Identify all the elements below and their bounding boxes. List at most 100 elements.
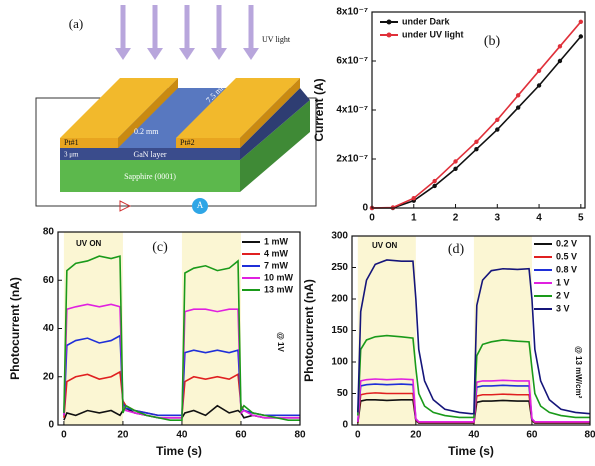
electrode-label: Pt#2 (180, 138, 195, 147)
y-tick-label: 200 (331, 294, 348, 305)
y-tick-label: 8x10⁻⁷ (336, 7, 368, 18)
arrow-head (115, 48, 131, 60)
series-line (63, 255, 300, 421)
legend-label: 2 V (556, 290, 570, 300)
y-tick-label: 2x10⁻⁷ (336, 154, 368, 165)
electrode-side (240, 78, 300, 148)
substrate-label: Sapphire (0001) (124, 172, 176, 181)
y-tick-label: 80 (43, 227, 55, 238)
x-tick-label: 4 (536, 213, 542, 224)
y-tick-label: 40 (43, 323, 55, 334)
uv-arrows (120, 5, 254, 50)
panel-label: (d) (448, 242, 465, 257)
y-axis-label: Current (A) (312, 78, 326, 141)
ammeter (192, 198, 208, 214)
point (495, 127, 500, 132)
y-tick-label: 150 (331, 325, 348, 336)
x-tick-label: 0 (355, 430, 361, 441)
x-tick-label: 1 (411, 213, 417, 224)
y-tick-label: 250 (331, 262, 348, 273)
plot-frame (351, 235, 591, 426)
x-tick-label: 20 (410, 430, 422, 441)
legend-label: 0.8 V (556, 264, 577, 274)
light-label: UV light (262, 35, 291, 44)
legend-marker (386, 32, 392, 38)
panel-label: (a) (69, 16, 83, 31)
x-axis-label: Time (s) (448, 444, 494, 458)
substrate-side (240, 100, 310, 192)
point (515, 93, 521, 98)
x-tick-label: 60 (235, 430, 247, 441)
y-tick-label: 6x10⁻⁷ (336, 56, 368, 67)
electrode-top (60, 78, 178, 138)
x-tick-label: 0 (61, 430, 67, 441)
legend-label: 7 mW (264, 260, 289, 270)
ammeter-label: A (197, 200, 204, 210)
y-tick-label: 0 (342, 420, 348, 431)
point (578, 34, 584, 39)
x-axis-label: Time (s) (156, 444, 202, 458)
panel-label: (c) (152, 240, 168, 255)
series-line (63, 303, 300, 419)
electrode-front (176, 138, 240, 148)
panel-label: (b) (484, 34, 501, 49)
annotation: UV ON (372, 241, 398, 250)
annotation: UV ON (76, 239, 102, 248)
legend-label: 13 mW (264, 284, 294, 294)
legend-label: 1 mW (264, 236, 289, 246)
point (495, 117, 500, 123)
legend-label: under Dark (402, 16, 451, 26)
legend-label: under UV light (402, 29, 464, 39)
layer-side (240, 88, 310, 160)
uv-arrow-heads (115, 48, 259, 60)
y-axis-label: Photocurrent (nA) (302, 279, 316, 382)
electrode-side (118, 78, 178, 148)
y-axis-label: Photocurrent (nA) (8, 277, 22, 380)
point (536, 68, 542, 74)
x-tick-label: 3 (495, 213, 501, 224)
legend-label: 0.2 V (556, 238, 577, 248)
legend-label: 4 mW (264, 248, 289, 258)
x-tick-label: 40 (176, 430, 188, 441)
series-line (357, 334, 590, 419)
substrate-front (60, 160, 240, 192)
thickness-label: 3 μm (64, 151, 79, 159)
legend-label: 10 mW (264, 272, 294, 282)
layer-front (60, 148, 240, 160)
series-line (63, 334, 300, 417)
shaded-interval (63, 232, 123, 425)
point (474, 147, 479, 152)
x-tick-label: 2 (453, 213, 459, 224)
legend-label: 1 V (556, 277, 570, 287)
source-symbol (119, 200, 132, 212)
plot-frame (57, 231, 301, 426)
point (411, 196, 416, 201)
arrow-head (147, 48, 163, 60)
point (557, 44, 563, 49)
point (578, 19, 584, 24)
y-tick-label: 60 (43, 275, 55, 286)
x-tick-label: 60 (526, 430, 538, 441)
series-line (357, 259, 591, 415)
electrode-label: Pt#1 (64, 138, 79, 147)
y-tick-label: 20 (43, 371, 55, 382)
plot-frame (371, 11, 586, 209)
point (432, 183, 437, 189)
layer-label: GaN layer (133, 150, 166, 159)
y-tick-label: 100 (331, 357, 348, 368)
point (536, 83, 542, 88)
point (515, 105, 521, 110)
legend-label: 0.5 V (556, 251, 577, 261)
point (453, 166, 458, 171)
gap-label: 0.2 mm (134, 127, 159, 136)
annotation: @ 1V (276, 332, 285, 352)
electrode-top (176, 78, 300, 138)
legend-marker (386, 19, 392, 25)
arrow-head (179, 48, 195, 60)
shaded-interval (473, 236, 532, 425)
annotation: @ 13 mW/cm² (574, 346, 583, 399)
shaded-interval (181, 232, 241, 425)
x-tick-label: 80 (294, 430, 306, 441)
x-tick-label: 0 (369, 213, 375, 224)
